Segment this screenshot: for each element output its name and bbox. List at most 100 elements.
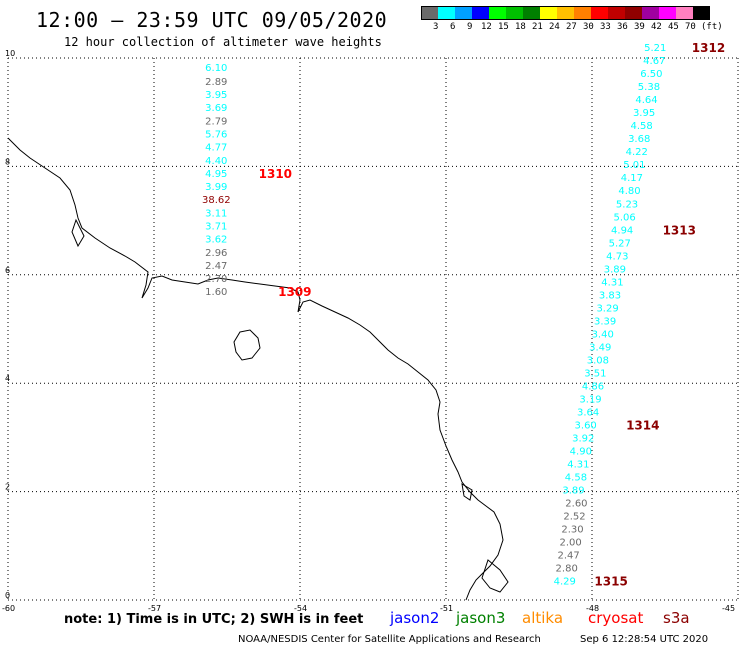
wave-height-label: 5.27 (609, 238, 631, 249)
wave-height-label: 4.95 (205, 169, 227, 180)
legend-swatch (659, 6, 676, 20)
grid-lines (7, 57, 739, 601)
wave-height-label: 6.10 (205, 63, 227, 74)
wave-height-label: 3.95 (205, 90, 227, 101)
track-id-annotation: 1315 (594, 574, 627, 588)
wave-height-label: 3.39 (594, 316, 616, 327)
wave-height-label: 6.50 (640, 69, 662, 80)
legend-swatch (472, 6, 489, 20)
wave-height-label: 38.62 (202, 195, 231, 206)
x-tick-label: -60 (2, 604, 15, 613)
legend-swatch (574, 6, 591, 20)
coast-delta (481, 559, 509, 593)
track-annotations: 1310 1309 1312 1313 1314 1315 (259, 41, 726, 588)
satellite-label-altika: altika (522, 609, 564, 627)
footer-credit: NOAA/NESDIS Center for Satellite Applica… (238, 634, 541, 645)
wave-height-label: 5.06 (613, 212, 635, 223)
wave-height-label: 2.52 (563, 511, 585, 522)
satellite-label-s3a: s3a (663, 609, 690, 627)
y-tick-label: 0 (5, 591, 10, 600)
coast-inlet (461, 483, 473, 501)
satellite-label-jason2: jason2 (390, 609, 440, 627)
legend-tick-label: 45 (668, 22, 679, 32)
satellite-label-jason3: jason3 (456, 609, 506, 627)
wave-height-label: 2.47 (205, 261, 227, 272)
wave-height-label: 4.64 (635, 95, 657, 106)
track-id-annotation: 1314 (626, 418, 659, 432)
wave-height-label: 3.71 (205, 221, 227, 232)
legend-tick-label: 36 (617, 22, 628, 32)
legend-swatch (676, 6, 693, 20)
wave-height-label: 4.31 (567, 459, 589, 470)
legend-tick-label: 6 (450, 22, 456, 32)
wave-height-label: 3.51 (584, 368, 606, 379)
wave-height-label: 4.29 (554, 576, 576, 587)
legend-tick-label: 33 (600, 22, 611, 32)
legend-swatch (625, 6, 642, 20)
legend-tick-label: 12 (481, 22, 492, 32)
wave-height-label: 2.00 (559, 537, 581, 548)
wave-height-label: 3.60 (575, 420, 597, 431)
wave-height-label: 4.31 (601, 277, 623, 288)
legend-tick-label: 18 (515, 22, 526, 32)
wave-height-label: 2.47 (558, 550, 580, 561)
wave-height-label: 5.38 (638, 82, 660, 93)
wave-height-label: 1.60 (205, 287, 227, 298)
legend-tick-label: 70 (685, 22, 696, 32)
coastline-main (7, 137, 504, 601)
wave-height-label: 5.21 (644, 43, 666, 54)
wave-height-label: 3.69 (205, 103, 227, 114)
wave-height-label: 4.22 (626, 147, 648, 158)
wave-height-label: 4.17 (621, 173, 643, 184)
wave-height-label: 3.64 (577, 407, 599, 418)
wave-height-label: 2.70 (205, 274, 227, 285)
wave-height-label: 4.73 (606, 251, 628, 262)
legend-tick-label: 24 (549, 22, 560, 32)
legend-swatch (489, 6, 506, 20)
track-id-annotation: 1309 (278, 285, 311, 299)
legend-swatch (540, 6, 557, 20)
x-tick-label: -57 (148, 604, 161, 613)
wave-height-label: 3.19 (579, 394, 601, 405)
wave-height-label: 3.49 (589, 342, 611, 353)
wave-height-labels: 6.10 2.89 3.95 3.69 2.79 5.76 4.77 4.40 4.95 3.99… (202, 43, 666, 587)
wave-height-label: 3.89 (604, 264, 626, 275)
wave-height-label: 5.76 (205, 129, 227, 140)
legend-swatch (642, 6, 659, 20)
legend-tick-label: 21 (532, 22, 543, 32)
x-tick-label: -48 (586, 604, 599, 613)
legend-swatch (455, 6, 472, 20)
wave-height-label: 2.60 (565, 498, 587, 509)
wave-height-label: 5.01 (623, 160, 645, 171)
wave-height-label: 3.29 (596, 303, 618, 314)
legend-tick-label: 30 (583, 22, 594, 32)
y-tick-label: 4 (5, 374, 10, 383)
wave-height-label: 2.30 (561, 524, 583, 535)
wave-height-label: 5.23 (616, 199, 638, 210)
x-tick-label: -51 (440, 604, 453, 613)
page-title: 12:00 – 23:59 UTC 09/05/2020 (36, 8, 388, 32)
wave-height-label: 3.92 (572, 433, 594, 444)
wave-height-label: 4.90 (570, 446, 592, 457)
wave-height-label: 3.68 (628, 134, 650, 145)
wave-height-label: 3.89 (562, 485, 584, 496)
legend-tick-label: 42 (651, 22, 662, 32)
wave-height-label: 3.95 (633, 108, 655, 119)
wave-height-label: 2.79 (205, 116, 227, 127)
legend-swatch (523, 6, 540, 20)
coastline (7, 137, 509, 601)
legend-unit: (ft) (701, 22, 723, 32)
wave-height-label: 4.77 (205, 142, 227, 153)
wave-height-label: 4.58 (631, 121, 653, 132)
footer-timestamp: Sep 6 12:28:54 UTC 2020 (580, 634, 709, 645)
legend-swatch (557, 6, 574, 20)
wave-height-label: 4.94 (611, 225, 633, 236)
satellite-label-cryosat: cryosat (588, 609, 644, 627)
wave-height-label: 4.40 (205, 156, 227, 167)
legend-swatch (506, 6, 523, 20)
legend-tick-label: 27 (566, 22, 577, 32)
wave-height-label: 4.58 (565, 472, 587, 483)
legend-swatch (693, 6, 710, 20)
x-tick-label: -54 (294, 604, 307, 613)
